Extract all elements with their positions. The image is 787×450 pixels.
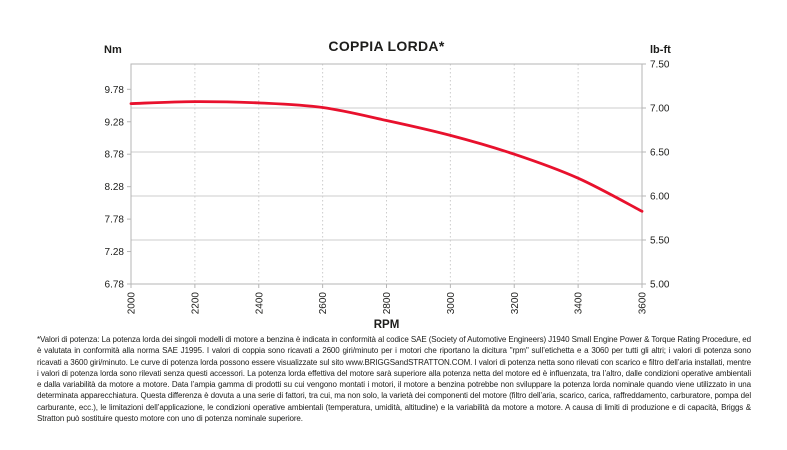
x-tick-label: 2600 [318, 292, 329, 315]
x-tick-label: 3600 [638, 292, 649, 315]
x-tick-label: 3200 [510, 292, 521, 315]
left-tick-label: 8.78 [105, 150, 125, 161]
right-tick-label: 6.00 [650, 192, 670, 203]
left-axis-unit-label: Nm [104, 44, 122, 56]
chart-title: COPPIA LORDA* [328, 38, 445, 54]
x-tick-label: 2000 [127, 292, 138, 315]
left-tick-label: 9.78 [105, 85, 125, 96]
torque-curve [129, 100, 644, 213]
left-tick-label: 7.78 [105, 215, 125, 226]
left-tick-label: 7.28 [105, 247, 125, 258]
x-axis-label: RPM [373, 319, 400, 331]
right-tick-label: 5.00 [650, 280, 670, 291]
x-tick-label: 3000 [446, 292, 457, 315]
right-tick-label: 5.50 [650, 236, 670, 247]
x-tick-label: 2800 [382, 292, 393, 315]
x-tick-label: 2400 [254, 292, 265, 315]
right-tick-label: 7.00 [650, 104, 670, 115]
x-tick-label: 2200 [190, 292, 201, 315]
torque-chart: 9.78 9.28 8.78 8.28 7.78 7.28 6.78 7.50 7.00 6.50… [105, 60, 670, 315]
right-tick-label: 6.50 [650, 148, 670, 159]
right-tick-label: 7.50 [650, 60, 670, 71]
left-tick-label: 6.78 [105, 280, 125, 291]
left-tick-label: 9.28 [105, 117, 125, 128]
power-rating-footnote: *Valori di potenza: La potenza lorda dei… [37, 335, 751, 424]
left-tick-label: 8.28 [105, 182, 125, 193]
right-axis-unit-label: lb-ft [650, 44, 671, 56]
x-tick-label: 3400 [574, 292, 585, 315]
